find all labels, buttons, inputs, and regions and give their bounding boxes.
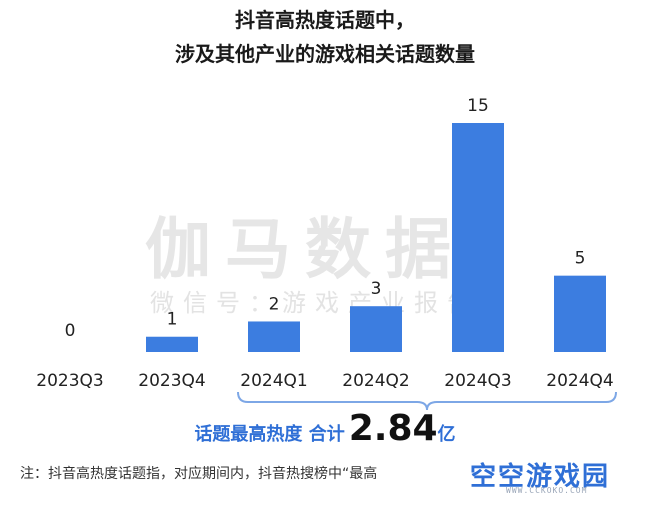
summary-line: 话题最高热度 合计 2.84亿 [0, 408, 650, 449]
summary-label: 话题最高热度 合计 [194, 424, 345, 445]
data-label-2024Q1: 2 [269, 294, 280, 314]
chart-title: 抖音高热度话题中， [235, 8, 415, 32]
tick-label-2024Q1: 2024Q1 [240, 371, 307, 391]
bar-2024Q1 [248, 321, 300, 352]
bracket-line [237, 391, 617, 411]
footnote: 注：抖音高热度话题指，对应期间内，抖音热搜榜中“最高 [20, 466, 378, 482]
chart-subtitle: 涉及其他产业的游戏相关话题数量 [175, 42, 475, 66]
site-logo: 空空游戏园 WWW.CCKOKO.COM [462, 452, 642, 500]
tick-label-2024Q2: 2024Q2 [342, 371, 409, 391]
summary-value: 2.84 [348, 408, 438, 449]
tick-label-2023Q3: 2023Q3 [36, 371, 103, 391]
bar-2024Q4 [554, 275, 606, 352]
bar-2024Q2 [350, 306, 402, 352]
summary-unit: 亿 [437, 424, 456, 445]
data-label-2024Q4: 5 [575, 249, 586, 269]
bar-2023Q4 [146, 336, 198, 352]
tick-label-2024Q4: 2024Q4 [546, 371, 613, 391]
data-label-2024Q2: 3 [371, 279, 382, 299]
bar-2024Q3 [452, 123, 504, 352]
watermark-main: 伽马数据 [145, 211, 465, 288]
logo-subtext: WWW.CCKOKO.COM [506, 486, 588, 495]
logo-text: 空空游戏园 [470, 462, 611, 492]
tick-label-2024Q3: 2024Q3 [444, 371, 511, 391]
data-label-2024Q3: 15 [467, 96, 489, 116]
tick-label-2023Q4: 2023Q4 [138, 371, 205, 391]
data-label-2023Q4: 1 [167, 310, 178, 330]
data-label-2023Q3: 0 [65, 321, 76, 341]
watermark-sub: 微信号：游戏产业报告 [150, 289, 480, 317]
